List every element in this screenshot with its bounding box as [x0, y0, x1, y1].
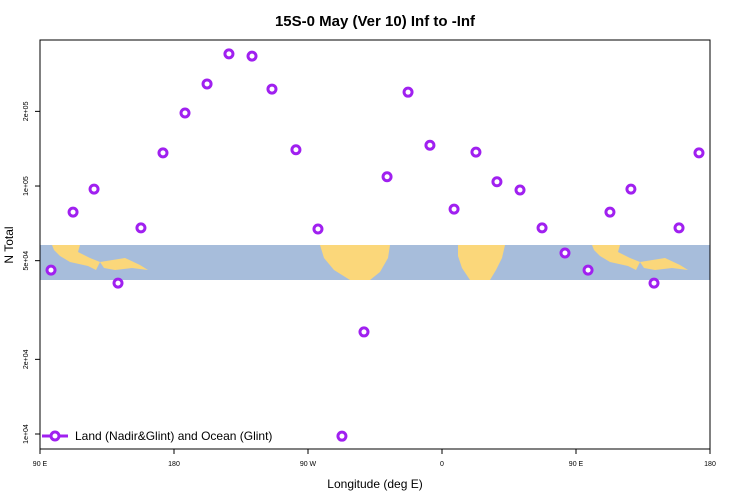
- point: [491, 176, 503, 188]
- x-axis-label: Longitude (deg E): [327, 477, 422, 491]
- y-tick-label: 5e+04: [23, 251, 30, 271]
- point: [648, 277, 660, 289]
- point: [336, 430, 348, 442]
- point: [625, 183, 637, 195]
- point: [448, 203, 460, 215]
- point: [135, 222, 147, 234]
- point: [112, 277, 124, 289]
- x-tick-label: 90 W: [300, 461, 317, 468]
- x-tick-label: 180: [168, 461, 180, 468]
- point: [470, 146, 482, 158]
- point: [201, 78, 213, 90]
- point: [312, 223, 324, 235]
- point: [67, 206, 79, 218]
- y-tick-label: 2e+04: [23, 349, 30, 369]
- point: [223, 48, 235, 60]
- point: [246, 50, 258, 62]
- point: [604, 206, 616, 218]
- point: [582, 264, 594, 276]
- y-axis-label: N Total: [2, 226, 16, 263]
- point: [424, 139, 436, 151]
- point: [45, 264, 57, 276]
- point: [266, 83, 278, 95]
- x-tick-label: 0: [440, 461, 444, 468]
- legend-label: Land (Nadir&Glint) and Ocean (Glint): [75, 429, 272, 443]
- point: [514, 184, 526, 196]
- point: [402, 86, 414, 98]
- point: [559, 247, 571, 259]
- map-band: [40, 245, 710, 280]
- point: [693, 147, 705, 159]
- y-tick-label: 2e+05: [23, 101, 30, 121]
- x-tick-label: 90 E: [569, 461, 584, 468]
- x-tick-label: 90 E: [33, 461, 48, 468]
- y-tick-label: 1e+04: [23, 424, 30, 444]
- chart-title: 15S-0 May (Ver 10) Inf to -Inf: [275, 13, 476, 30]
- plot-frame: [39, 39, 711, 450]
- point: [88, 183, 100, 195]
- point: [358, 326, 370, 338]
- point: [157, 147, 169, 159]
- point: [381, 171, 393, 183]
- point: [290, 144, 302, 156]
- point: [536, 222, 548, 234]
- y-tick-label: 1e+05: [23, 176, 30, 196]
- x-tick-label: 180: [704, 461, 716, 468]
- point: [179, 107, 191, 119]
- point: [673, 222, 685, 234]
- legend-marker: [49, 430, 61, 442]
